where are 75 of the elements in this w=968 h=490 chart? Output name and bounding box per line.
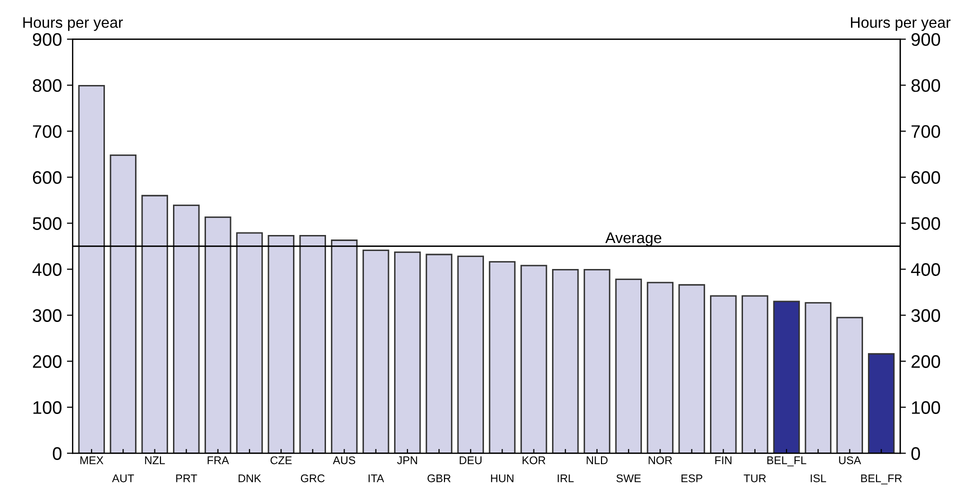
- x-tick-label: FIN: [715, 456, 732, 464]
- y2-tick-label: 700: [912, 125, 940, 138]
- y2-tick-label: 900: [912, 33, 940, 46]
- x-tick-label: FRA: [208, 456, 229, 464]
- x-tick-label: DEU: [460, 456, 482, 464]
- y-axis-title: Hours per year: [23, 17, 123, 31]
- x-tick-label: DNK: [238, 474, 262, 482]
- ref-line-label: Average: [605, 232, 662, 246]
- y-tick-label: 0: [52, 447, 62, 460]
- x-tick-label: GRC: [300, 474, 325, 482]
- y2-tick-label: 100: [912, 401, 940, 414]
- x-tick-label: IRL: [558, 474, 574, 482]
- x-tick-label: KOR: [522, 456, 546, 464]
- y2-tick-label: 200: [912, 355, 940, 368]
- bar: [678, 284, 706, 454]
- x-tick-label: AUT: [112, 474, 134, 482]
- bar: [299, 234, 326, 454]
- y2-axis-title: Hours per year: [850, 17, 951, 31]
- y2-tick-label: 800: [911, 79, 940, 92]
- bar: [172, 204, 200, 454]
- x-tick-label: NZL: [145, 456, 165, 464]
- x-tick-label: BEL_FR: [861, 474, 902, 484]
- x-tick-label: TUR: [744, 474, 766, 482]
- bar: [141, 194, 168, 454]
- bar: [78, 84, 105, 454]
- bar: [552, 268, 579, 454]
- bar: [710, 295, 737, 454]
- bar: [110, 154, 136, 454]
- bar: [457, 256, 484, 454]
- y-tick-label: 300: [32, 309, 62, 322]
- bar: [646, 282, 674, 454]
- bar: [394, 252, 421, 454]
- bar: [268, 234, 294, 454]
- y-tick-label: 100: [33, 401, 62, 414]
- bar: [584, 268, 610, 454]
- bar: [520, 264, 548, 454]
- x-tick-label: PRT: [176, 474, 198, 482]
- bar: [330, 240, 358, 454]
- x-tick-label: NLD: [586, 456, 608, 464]
- y-tick-label: 700: [32, 125, 62, 138]
- x-tick-label: JPN: [397, 456, 418, 464]
- bar: [426, 254, 452, 454]
- y-tick-label: 900: [32, 33, 62, 46]
- x-tick-label: HUN: [491, 474, 514, 482]
- y2-tick-label: 0: [911, 447, 920, 460]
- x-tick-label: BEL_FL: [767, 456, 806, 466]
- y-tick-label: 800: [32, 79, 62, 92]
- bar: [836, 316, 864, 454]
- x-tick-label: MEX: [80, 456, 104, 464]
- y2-tick-label: 300: [911, 309, 940, 322]
- x-tick-label: AUS: [332, 456, 356, 464]
- bar: [615, 278, 642, 454]
- bar: [488, 261, 516, 454]
- bar: [804, 302, 832, 454]
- y-tick-label: 200: [32, 355, 62, 368]
- x-tick-label: ISL: [810, 474, 826, 482]
- bar: [773, 300, 800, 454]
- y-tick-label: 400: [32, 263, 62, 276]
- bar: [236, 232, 263, 454]
- y-tick-label: 500: [32, 217, 62, 230]
- y2-tick-label: 400: [911, 263, 940, 276]
- bar: [868, 353, 895, 454]
- bar: [362, 250, 390, 454]
- y-tick-label: 600: [32, 171, 62, 184]
- x-tick-label: USA: [839, 456, 862, 464]
- x-tick-label: ITA: [368, 474, 384, 482]
- x-tick-label: ESP: [682, 474, 702, 482]
- x-tick-label: SWE: [616, 474, 641, 482]
- x-tick-label: NOR: [648, 456, 672, 464]
- y2-tick-label: 600: [912, 171, 940, 184]
- x-tick-label: GBR: [428, 474, 451, 482]
- y2-tick-label: 500: [911, 217, 940, 230]
- bar: [204, 216, 232, 454]
- x-tick-label: CZE: [270, 456, 292, 464]
- bar: [742, 295, 768, 454]
